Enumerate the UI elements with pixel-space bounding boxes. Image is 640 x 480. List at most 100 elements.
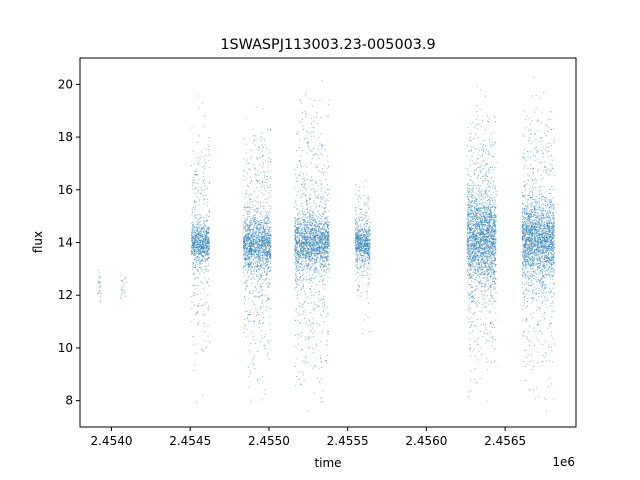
data-point bbox=[203, 203, 205, 205]
data-point bbox=[313, 214, 315, 216]
data-point bbox=[301, 349, 303, 350]
data-point bbox=[306, 265, 308, 267]
data-point bbox=[195, 247, 197, 249]
data-point bbox=[315, 254, 317, 256]
data-point bbox=[316, 306, 318, 307]
data-point bbox=[246, 229, 248, 231]
data-point bbox=[261, 241, 263, 243]
data-point bbox=[203, 237, 205, 239]
data-point bbox=[192, 242, 194, 244]
data-point bbox=[310, 267, 312, 269]
data-point bbox=[259, 223, 260, 225]
data-point bbox=[267, 185, 269, 187]
data-point bbox=[306, 276, 308, 278]
data-point bbox=[193, 318, 195, 320]
data-point bbox=[313, 258, 314, 260]
data-point bbox=[256, 270, 258, 271]
data-point bbox=[255, 290, 257, 292]
data-point bbox=[261, 144, 263, 146]
data-point bbox=[253, 135, 255, 137]
data-point bbox=[314, 250, 316, 252]
data-point bbox=[251, 243, 253, 244]
data-point bbox=[315, 244, 317, 246]
data-point bbox=[256, 221, 258, 223]
data-point bbox=[305, 243, 307, 245]
data-point bbox=[247, 234, 249, 236]
data-point bbox=[311, 258, 313, 259]
data-point bbox=[311, 327, 313, 329]
data-point bbox=[312, 243, 314, 245]
data-point bbox=[326, 257, 328, 259]
data-point bbox=[194, 264, 196, 266]
data-point bbox=[357, 237, 358, 239]
data-point bbox=[319, 233, 321, 235]
data-point bbox=[244, 318, 246, 320]
data-point bbox=[317, 239, 319, 241]
data-point bbox=[262, 265, 264, 267]
data-point bbox=[322, 390, 324, 392]
data-point bbox=[255, 227, 257, 229]
data-point bbox=[257, 238, 259, 240]
data-point bbox=[197, 189, 199, 191]
data-point bbox=[263, 250, 265, 252]
data-point bbox=[260, 254, 262, 256]
data-point bbox=[304, 310, 306, 312]
data-point bbox=[255, 247, 257, 249]
data-point bbox=[206, 240, 208, 241]
data-point bbox=[306, 271, 308, 273]
data-point bbox=[122, 289, 124, 291]
data-point bbox=[199, 221, 201, 223]
data-point bbox=[261, 234, 263, 236]
data-point bbox=[355, 266, 357, 268]
data-point bbox=[201, 251, 203, 253]
data-point bbox=[256, 244, 258, 246]
data-point bbox=[252, 229, 254, 231]
data-point bbox=[309, 239, 311, 241]
data-point bbox=[303, 219, 305, 221]
data-point bbox=[295, 227, 297, 229]
data-point bbox=[267, 340, 269, 342]
data-point bbox=[256, 209, 258, 211]
data-point bbox=[194, 248, 196, 250]
data-point bbox=[327, 306, 329, 308]
data-point bbox=[299, 218, 301, 220]
data-point bbox=[323, 298, 324, 300]
data-point bbox=[204, 239, 206, 241]
data-point bbox=[259, 269, 261, 271]
data-point bbox=[294, 226, 296, 228]
data-point bbox=[208, 341, 210, 343]
data-point bbox=[319, 237, 321, 239]
data-point bbox=[243, 245, 245, 247]
data-point bbox=[251, 254, 252, 256]
data-point bbox=[307, 253, 309, 255]
data-point bbox=[200, 250, 201, 251]
data-point bbox=[307, 303, 309, 305]
data-point bbox=[298, 254, 300, 256]
data-point bbox=[325, 216, 327, 218]
data-point bbox=[201, 192, 202, 194]
data-point bbox=[193, 291, 195, 293]
data-point bbox=[318, 249, 320, 251]
data-point bbox=[99, 292, 101, 294]
data-point bbox=[322, 261, 324, 263]
data-point bbox=[315, 232, 317, 234]
data-point bbox=[323, 231, 325, 233]
data-point bbox=[305, 361, 307, 363]
data-point bbox=[194, 208, 196, 210]
data-point bbox=[310, 230, 311, 232]
data-point bbox=[300, 279, 302, 281]
data-point bbox=[243, 227, 245, 229]
data-point bbox=[202, 231, 204, 233]
data-point bbox=[303, 278, 304, 280]
data-point bbox=[322, 280, 324, 282]
data-point bbox=[205, 194, 207, 196]
data-point bbox=[323, 310, 324, 312]
data-point bbox=[321, 263, 322, 265]
data-point bbox=[324, 304, 326, 306]
data-point bbox=[251, 359, 253, 361]
data-point bbox=[206, 240, 208, 242]
data-point bbox=[300, 263, 302, 265]
data-point bbox=[255, 262, 256, 264]
data-point bbox=[314, 255, 315, 257]
data-point bbox=[247, 227, 249, 228]
